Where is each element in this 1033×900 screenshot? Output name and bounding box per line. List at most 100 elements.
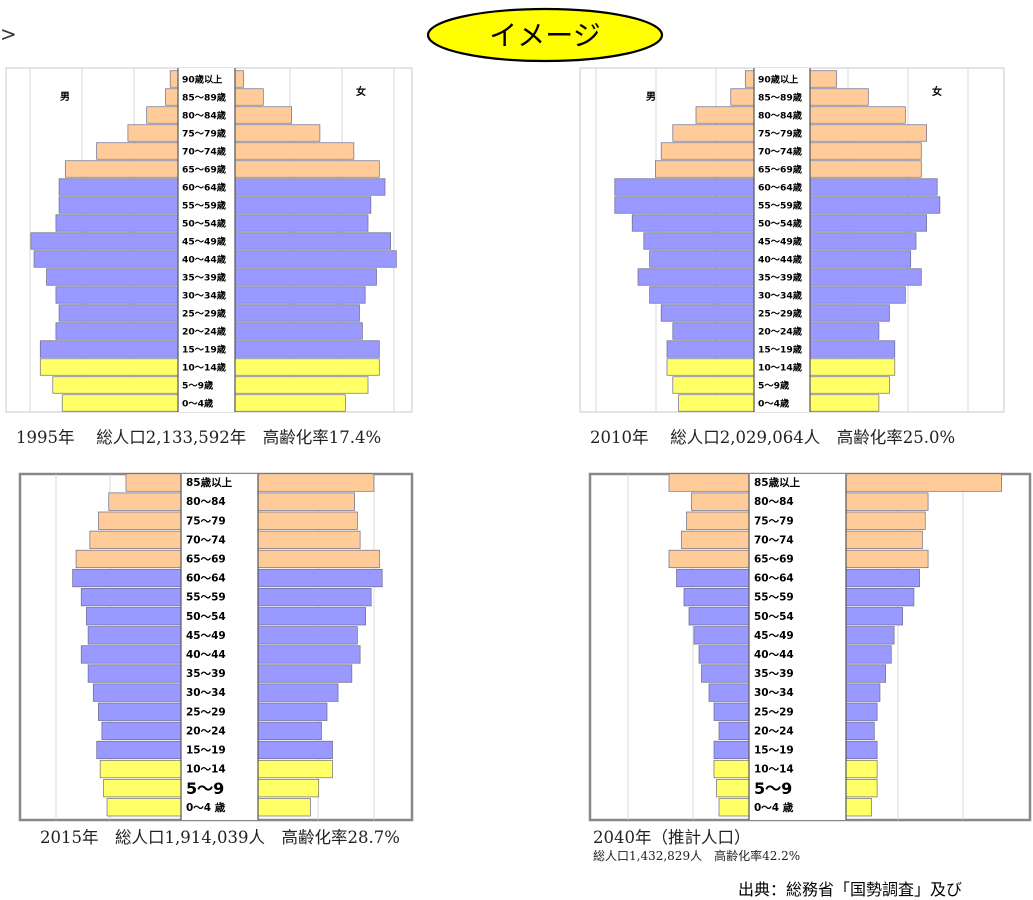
- bar-male: [101, 721, 182, 740]
- age-label: 75～79: [186, 515, 226, 527]
- bar-male: [98, 511, 182, 530]
- bar-female: [234, 286, 366, 304]
- bar-male: [75, 549, 182, 569]
- bar-male: [33, 250, 179, 268]
- age-label: 70～74: [186, 534, 226, 546]
- bar-female: [234, 88, 264, 106]
- bar-male: [125, 473, 182, 492]
- bar-male: [108, 492, 182, 511]
- image-badge: イメージ: [425, 6, 665, 64]
- bar-female: [234, 376, 369, 394]
- bar-female: [257, 568, 383, 588]
- bar-female: [845, 645, 892, 664]
- age-label: 70～74歳: [758, 146, 803, 158]
- bar-female: [809, 88, 869, 106]
- bar-male: [98, 702, 182, 721]
- caption-2040-title: 2040年（推計人口）: [593, 828, 751, 847]
- age-label: 50～54歳: [182, 218, 227, 230]
- age-label: 85～89歳: [758, 92, 803, 104]
- bar-female: [809, 268, 922, 286]
- bar-male: [681, 530, 750, 549]
- bar-female: [809, 214, 927, 232]
- bar-male: [58, 304, 179, 322]
- bar-male: [730, 88, 755, 106]
- age-label: 25～29: [186, 706, 226, 718]
- bar-female: [257, 759, 333, 779]
- bar-male: [86, 607, 182, 626]
- source-note: 出典：総務省「国勢調査」及び: [738, 880, 963, 899]
- age-label: 30～34歳: [182, 290, 227, 302]
- age-label: 85～89歳: [182, 92, 227, 104]
- bar-male: [713, 759, 750, 779]
- bar-female: [845, 683, 881, 702]
- bar-male: [55, 322, 179, 340]
- bar-female: [257, 530, 361, 549]
- bar-male: [668, 473, 750, 492]
- age-label: 50～54歳: [758, 218, 803, 230]
- age-label: 60～64歳: [758, 182, 803, 194]
- bar-male: [688, 607, 750, 626]
- bar-male: [96, 740, 182, 760]
- bar-male: [58, 178, 179, 196]
- age-label: 80～84: [186, 496, 226, 508]
- bar-female: [234, 304, 360, 322]
- age-label: 15～19歳: [182, 344, 227, 356]
- bar-male: [55, 286, 179, 304]
- male-label: 男: [646, 91, 656, 103]
- bar-male: [30, 232, 179, 250]
- age-label: 10～14: [186, 764, 226, 776]
- bar-female: [234, 394, 346, 412]
- bar-female: [257, 683, 339, 702]
- age-label: 5～9歳: [182, 380, 214, 392]
- age-label: 15～19歳: [758, 344, 803, 356]
- bar-female: [845, 588, 915, 607]
- age-label: 70～74: [754, 534, 794, 546]
- age-label: 10～14: [754, 764, 794, 776]
- age-label: 40～44歳: [758, 254, 803, 266]
- bar-female: [234, 358, 380, 376]
- age-label: 55～59歳: [758, 200, 803, 212]
- bar-male: [683, 588, 750, 607]
- bar-male: [46, 268, 179, 286]
- age-label: 60～64歳: [182, 182, 227, 194]
- bar-female: [845, 798, 872, 817]
- bar-male: [58, 196, 179, 214]
- bar-female: [845, 530, 923, 549]
- female-label: 女: [932, 85, 942, 98]
- bar-female: [234, 70, 244, 88]
- bar-male: [672, 376, 755, 394]
- bar-female: [234, 214, 369, 232]
- age-label: 30～34歳: [758, 290, 803, 302]
- age-label: 0～4 歳: [186, 801, 226, 814]
- bar-female: [234, 106, 292, 124]
- corner-arrow-mark: >: [0, 22, 17, 46]
- bar-female: [234, 232, 391, 250]
- bar-male: [146, 106, 179, 124]
- age-label: 80～84: [754, 496, 794, 508]
- age-label: 35～39歳: [182, 272, 227, 284]
- bar-female: [809, 196, 941, 214]
- caption-2040-stats: 総人口1,432,829人 高齢化率42.2%: [593, 849, 801, 863]
- bar-male: [676, 568, 750, 588]
- bar-female: [809, 106, 906, 124]
- bar-male: [106, 798, 182, 817]
- pyramid-2015: 85歳以上 80～84 75～79 70～74 65～69 60～64 55～59 50～54…: [18, 472, 414, 822]
- bar-female: [809, 286, 906, 304]
- bar-male: [61, 394, 179, 412]
- age-label: 20～24歳: [182, 326, 227, 338]
- age-label: 40～44: [186, 649, 226, 661]
- bar-male: [660, 304, 755, 322]
- age-label: 75～79歳: [182, 128, 227, 140]
- pyramid-2040: 85歳以上 80～84 75～79 70～74 65～69 60～64 55～59 50～54…: [588, 472, 1032, 822]
- age-label: 10～14歳: [182, 362, 227, 374]
- bar-male: [87, 626, 182, 645]
- bar-female: [809, 358, 896, 376]
- bar-male: [666, 340, 755, 358]
- age-label: 65～69: [754, 553, 794, 565]
- bar-male: [695, 106, 755, 124]
- age-label: 45～49: [754, 630, 794, 642]
- age-label: 15～19: [186, 744, 226, 756]
- age-label: 90歳以上: [758, 74, 798, 86]
- bar-female: [234, 178, 386, 196]
- age-label: 55～59: [186, 592, 226, 604]
